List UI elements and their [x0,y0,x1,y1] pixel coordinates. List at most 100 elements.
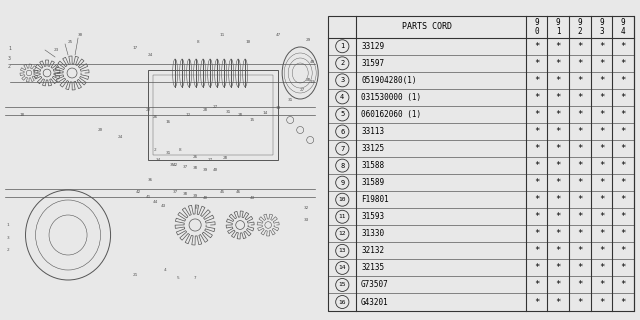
Text: 42: 42 [136,190,141,194]
Text: 8: 8 [179,148,181,152]
Text: *: * [599,93,604,102]
Text: 32: 32 [303,206,309,210]
Text: 2: 2 [577,27,582,36]
Text: *: * [599,144,604,153]
Text: 39: 39 [193,194,198,198]
Text: 14: 14 [339,265,346,270]
Text: 3: 3 [340,77,344,83]
Text: 1: 1 [6,223,10,227]
Text: 28: 28 [305,78,311,82]
Text: *: * [577,144,582,153]
Text: 4: 4 [621,27,625,36]
Text: 45: 45 [220,190,225,194]
Text: *: * [599,263,604,272]
Text: *: * [599,178,604,187]
Text: 16: 16 [166,120,171,124]
Text: *: * [534,161,540,170]
Text: G43201: G43201 [361,298,389,307]
Text: 33113: 33113 [361,127,384,136]
Text: 0: 0 [534,27,539,36]
Text: 9: 9 [577,18,582,27]
Text: F19801: F19801 [361,195,389,204]
Text: 32132: 32132 [361,246,384,255]
Text: *: * [556,76,561,85]
Text: *: * [577,246,582,255]
Text: 31: 31 [166,151,171,155]
Text: *: * [599,229,604,238]
Text: 44: 44 [152,200,157,204]
Text: 17: 17 [132,46,138,50]
Text: 23: 23 [53,48,59,52]
Text: *: * [577,110,582,119]
Text: 33125: 33125 [361,144,384,153]
Text: 11: 11 [339,214,346,219]
Text: *: * [534,212,540,221]
Text: *: * [577,93,582,102]
Text: 1: 1 [556,27,561,36]
Text: 31588: 31588 [361,161,384,170]
Text: *: * [556,229,561,238]
Text: *: * [620,42,626,51]
Text: *: * [534,229,540,238]
Text: 22: 22 [145,108,150,112]
Text: 5: 5 [340,111,344,117]
Text: *: * [534,59,540,68]
Text: *: * [534,280,540,290]
Text: *: * [599,127,604,136]
Text: 40: 40 [212,168,218,172]
Text: 12: 12 [186,113,191,117]
Text: 9: 9 [340,180,344,186]
Text: *: * [556,144,561,153]
Text: 8: 8 [195,206,197,210]
Text: *: * [534,144,540,153]
Text: 26: 26 [193,155,198,159]
Text: 37: 37 [182,165,188,169]
Text: *: * [620,280,626,290]
Text: 31597: 31597 [361,59,384,68]
Text: *: * [620,59,626,68]
Text: 41: 41 [145,195,150,199]
Text: 27: 27 [300,88,305,92]
Text: 21: 21 [132,273,138,277]
Text: *: * [599,161,604,170]
Text: *: * [577,178,582,187]
Text: *: * [620,298,626,307]
Text: 2: 2 [8,65,11,69]
Text: 9: 9 [599,18,604,27]
Text: *: * [534,298,540,307]
Text: *: * [534,93,540,102]
Text: 3: 3 [6,236,10,240]
Text: *: * [620,195,626,204]
Text: *: * [620,212,626,221]
Text: 31: 31 [287,98,293,102]
Text: *: * [534,110,540,119]
Text: 31593: 31593 [361,212,384,221]
Text: 060162060 (1): 060162060 (1) [361,110,421,119]
Text: 38: 38 [182,192,188,196]
Text: *: * [556,42,561,51]
Text: 11: 11 [220,33,225,37]
Text: 7: 7 [194,276,196,280]
Text: 46: 46 [236,190,241,194]
Text: 24: 24 [147,53,153,57]
Text: 36: 36 [147,178,153,182]
Bar [153,75,273,155]
Text: 6: 6 [340,129,344,134]
Text: 12: 12 [339,231,346,236]
Text: 35: 35 [170,163,175,167]
Text: 33: 33 [303,218,309,222]
Text: *: * [556,195,561,204]
Text: 47: 47 [276,33,281,37]
Text: *: * [620,161,626,170]
Text: 15: 15 [339,283,346,287]
Text: 31: 31 [225,110,231,114]
Text: 2: 2 [154,148,156,152]
Text: *: * [556,127,561,136]
Text: 13: 13 [276,106,281,110]
Text: *: * [556,59,561,68]
Text: 15: 15 [250,118,255,122]
Text: *: * [599,110,604,119]
Text: 48: 48 [310,60,315,64]
Text: *: * [599,195,604,204]
Text: 9: 9 [534,18,539,27]
